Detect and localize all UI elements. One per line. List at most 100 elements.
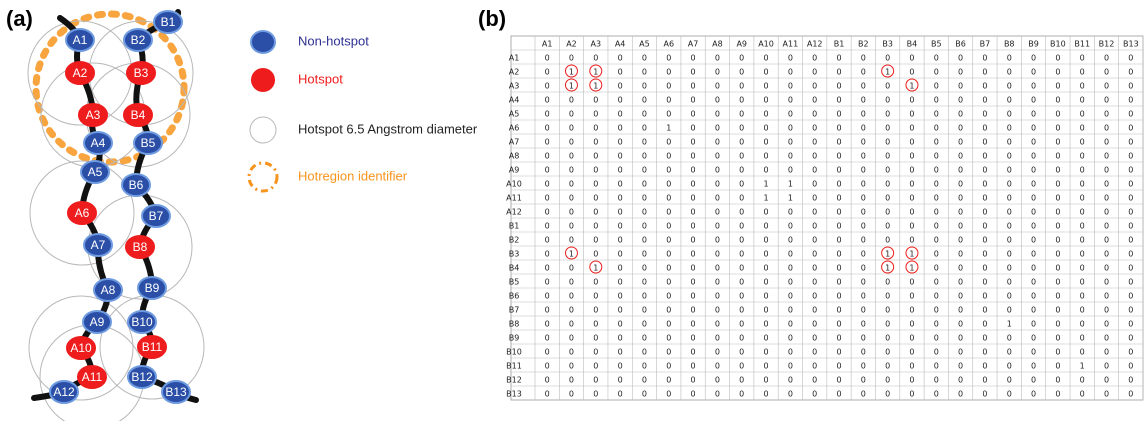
cell-value: 0 <box>1031 264 1036 273</box>
cell-value: 0 <box>691 82 696 91</box>
cell-value: 0 <box>715 82 720 91</box>
row-header: B2 <box>509 236 520 245</box>
cell-value: 1 <box>763 180 768 189</box>
cell-value: 0 <box>1104 334 1109 343</box>
cell-value: 0 <box>812 194 817 203</box>
cell-value: 0 <box>958 292 963 301</box>
cell-value: 0 <box>982 222 987 231</box>
residue-label: A1 <box>73 33 88 47</box>
cell-value: 0 <box>569 110 574 119</box>
cell-value: 0 <box>934 124 939 133</box>
cell-value: 0 <box>1128 96 1133 105</box>
cell-value: 0 <box>982 82 987 91</box>
cell-value: 0 <box>715 376 720 385</box>
cell-value: 0 <box>1007 222 1012 231</box>
cell-value: 0 <box>1055 54 1060 63</box>
cell-value: 0 <box>885 124 890 133</box>
cell-value: 0 <box>593 320 598 329</box>
column-header: B1 <box>834 40 845 49</box>
cell-value: 0 <box>909 152 914 161</box>
cell-value: 0 <box>545 292 550 301</box>
cell-value: 0 <box>958 68 963 77</box>
cell-value: 0 <box>618 138 623 147</box>
cell-value: 0 <box>642 278 647 287</box>
cell-value: 0 <box>666 138 671 147</box>
cell-value: 0 <box>691 320 696 329</box>
cell-value: 0 <box>545 250 550 259</box>
cell-value: 0 <box>1007 166 1012 175</box>
cell-value: 0 <box>642 320 647 329</box>
cell-value: 0 <box>618 68 623 77</box>
cell-value: 0 <box>982 278 987 287</box>
cell-value: 0 <box>1055 82 1060 91</box>
cell-value: 0 <box>739 96 744 105</box>
cell-value: 0 <box>739 82 744 91</box>
column-header: A12 <box>807 40 823 49</box>
cell-value: 0 <box>715 390 720 399</box>
cell-value: 0 <box>836 124 841 133</box>
cell-value: 0 <box>885 54 890 63</box>
cell-value: 0 <box>1104 110 1109 119</box>
cell-value: 0 <box>909 306 914 315</box>
cell-value: 0 <box>1128 390 1133 399</box>
cell-value: 0 <box>545 222 550 231</box>
cell-value: 0 <box>618 362 623 371</box>
cell-value: 0 <box>545 264 550 273</box>
cell-value: 0 <box>1055 180 1060 189</box>
cell-value: 0 <box>1007 194 1012 203</box>
cell-value: 0 <box>861 82 866 91</box>
cell-value: 0 <box>885 152 890 161</box>
cell-value: 0 <box>1128 348 1133 357</box>
cell-value: 0 <box>1007 180 1012 189</box>
cell-value: 0 <box>1007 82 1012 91</box>
cell-value: 0 <box>934 222 939 231</box>
cell-value: 0 <box>885 222 890 231</box>
cell-value: 0 <box>642 250 647 259</box>
cell-value: 0 <box>982 180 987 189</box>
row-header: B7 <box>509 306 520 315</box>
cell-value: 0 <box>934 278 939 287</box>
residue-label: A8 <box>101 283 116 297</box>
cell-value: 1 <box>885 68 890 77</box>
cell-value: 0 <box>666 208 671 217</box>
cell-value: 0 <box>593 194 598 203</box>
cell-value: 0 <box>618 278 623 287</box>
cell-value: 0 <box>836 334 841 343</box>
cell-value: 0 <box>593 278 598 287</box>
residue-label: B9 <box>145 281 160 295</box>
cell-value: 0 <box>982 292 987 301</box>
column-header: B3 <box>882 40 893 49</box>
residue-label: B6 <box>129 178 144 192</box>
cell-value: 0 <box>593 54 598 63</box>
cell-value: 0 <box>1104 236 1109 245</box>
cell-value: 0 <box>958 320 963 329</box>
cell-value: 0 <box>642 54 647 63</box>
cell-value: 0 <box>763 362 768 371</box>
cell-value: 0 <box>763 222 768 231</box>
cell-value: 0 <box>909 208 914 217</box>
cell-value: 0 <box>593 138 598 147</box>
residue-label: B12 <box>131 370 153 384</box>
cell-value: 0 <box>861 166 866 175</box>
cell-value: 0 <box>1055 166 1060 175</box>
cell-value: 0 <box>691 264 696 273</box>
cell-value: 0 <box>642 152 647 161</box>
cell-value: 0 <box>788 152 793 161</box>
cell-value: 0 <box>666 222 671 231</box>
cell-value: 0 <box>1080 334 1085 343</box>
cell-value: 0 <box>958 222 963 231</box>
cell-value: 0 <box>836 250 841 259</box>
cell-value: 0 <box>545 96 550 105</box>
cell-value: 0 <box>618 194 623 203</box>
cell-value: 0 <box>861 264 866 273</box>
cell-value: 0 <box>934 180 939 189</box>
cell-value: 1 <box>909 264 914 273</box>
cell-value: 0 <box>1007 348 1012 357</box>
cell-value: 0 <box>1080 138 1085 147</box>
cell-value: 0 <box>1080 180 1085 189</box>
cell-value: 0 <box>545 390 550 399</box>
cell-value: 0 <box>618 166 623 175</box>
cell-value: 0 <box>861 180 866 189</box>
cell-value: 0 <box>958 334 963 343</box>
cell-value: 0 <box>788 236 793 245</box>
